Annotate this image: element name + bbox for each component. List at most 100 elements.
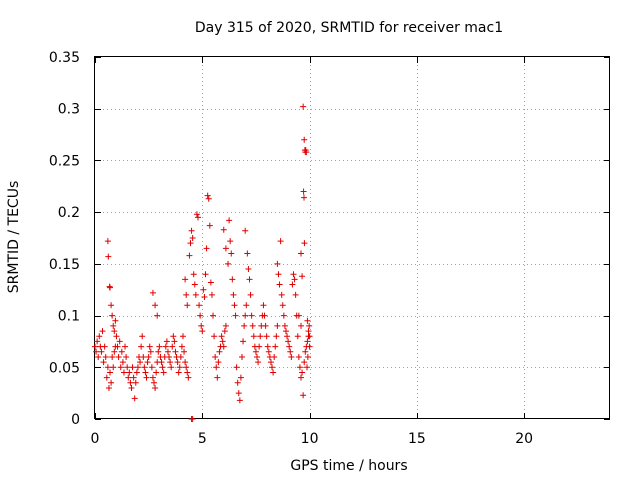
data-point bbox=[146, 343, 153, 350]
data-point bbox=[256, 343, 263, 350]
data-point bbox=[286, 343, 293, 350]
data-point bbox=[93, 348, 100, 355]
data-point bbox=[299, 369, 306, 376]
data-point bbox=[205, 195, 212, 202]
data-point bbox=[222, 245, 229, 252]
data-point bbox=[282, 328, 289, 335]
data-point bbox=[226, 217, 233, 224]
data-point bbox=[280, 312, 287, 319]
data-point bbox=[304, 353, 311, 360]
data-point bbox=[128, 384, 135, 391]
data-point bbox=[154, 312, 161, 319]
data-point bbox=[195, 214, 201, 221]
data-point bbox=[300, 103, 307, 110]
data-point bbox=[133, 369, 140, 376]
data-point bbox=[265, 348, 272, 355]
data-point bbox=[242, 227, 249, 234]
data-point bbox=[219, 338, 226, 345]
y-tick-label: 0.25 bbox=[49, 153, 80, 169]
data-point bbox=[125, 374, 132, 381]
data-point bbox=[164, 348, 171, 355]
data-point bbox=[167, 359, 174, 366]
data-point bbox=[262, 322, 269, 329]
data-point bbox=[275, 271, 282, 278]
data-point bbox=[306, 343, 313, 350]
data-point bbox=[272, 343, 279, 350]
data-point bbox=[247, 291, 254, 298]
data-point bbox=[152, 302, 159, 309]
data-point bbox=[98, 348, 105, 355]
data-point bbox=[176, 364, 183, 371]
data-point bbox=[279, 302, 286, 309]
x-tick-label: 20 bbox=[515, 431, 533, 447]
data-point bbox=[148, 364, 155, 371]
data-point bbox=[208, 291, 215, 298]
data-point bbox=[110, 364, 117, 371]
data-point bbox=[117, 364, 124, 371]
data-point bbox=[183, 364, 190, 371]
data-point bbox=[235, 390, 242, 397]
data-point bbox=[96, 333, 103, 340]
data-point bbox=[277, 238, 284, 245]
data-point bbox=[177, 353, 184, 360]
data-point bbox=[169, 343, 176, 350]
data-point bbox=[111, 348, 118, 355]
data-point bbox=[263, 333, 270, 340]
data-point bbox=[220, 343, 227, 350]
data-point bbox=[141, 364, 148, 371]
x-tick-label: 5 bbox=[198, 431, 207, 447]
data-point bbox=[184, 369, 191, 376]
data-point bbox=[137, 359, 144, 366]
data-point bbox=[231, 302, 238, 309]
data-point bbox=[183, 291, 190, 298]
data-point bbox=[159, 364, 166, 371]
data-point bbox=[158, 359, 165, 366]
data-point bbox=[120, 369, 127, 376]
data-point bbox=[298, 374, 304, 381]
data-point bbox=[116, 338, 123, 345]
data-point bbox=[248, 312, 255, 319]
data-point bbox=[144, 359, 151, 366]
data-point bbox=[199, 328, 206, 335]
data-point bbox=[92, 343, 98, 350]
data-point bbox=[267, 359, 274, 366]
data-point bbox=[298, 250, 304, 257]
data-point bbox=[227, 238, 234, 245]
data-point bbox=[292, 291, 299, 298]
data-point bbox=[254, 353, 261, 360]
data-point bbox=[149, 289, 156, 296]
data-point bbox=[213, 364, 220, 371]
data-point bbox=[163, 338, 170, 345]
data-point bbox=[94, 338, 101, 345]
data-point bbox=[103, 374, 110, 381]
data-point bbox=[168, 364, 175, 371]
data-point bbox=[296, 364, 303, 371]
data-point bbox=[230, 291, 237, 298]
data-point bbox=[162, 343, 169, 350]
y-tick-label: 0.15 bbox=[49, 257, 80, 273]
data-point bbox=[166, 353, 173, 360]
data-point bbox=[201, 293, 208, 300]
data-point bbox=[95, 353, 102, 360]
y-tick-label: 0.3 bbox=[58, 102, 80, 118]
data-point bbox=[305, 328, 312, 335]
data-point bbox=[132, 379, 139, 386]
data-point bbox=[134, 364, 141, 371]
data-point bbox=[105, 253, 112, 260]
data-point bbox=[101, 343, 108, 350]
data-point bbox=[288, 353, 295, 360]
data-point bbox=[179, 333, 186, 340]
data-point bbox=[220, 226, 227, 233]
data-point bbox=[181, 348, 188, 355]
chart-title: Day 315 of 2020, SRMTID for receiver mac… bbox=[195, 20, 503, 36]
data-point bbox=[170, 333, 177, 340]
data-point bbox=[182, 276, 189, 283]
data-point bbox=[285, 338, 292, 345]
data-points bbox=[92, 103, 313, 422]
y-tick-label: 0 bbox=[71, 412, 80, 428]
data-point bbox=[156, 343, 163, 350]
data-point bbox=[197, 312, 204, 319]
ticks: 0 5 10 15 20 0 0.05 0.1 0.15 0.2 0.25 0.3 0.35 bbox=[49, 50, 610, 447]
data-point bbox=[107, 369, 114, 376]
data-point bbox=[207, 279, 214, 286]
